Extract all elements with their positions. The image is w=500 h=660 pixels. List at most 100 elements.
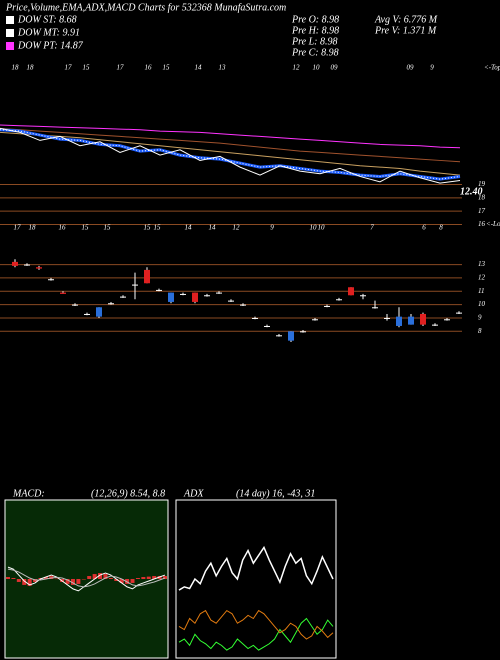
indicator-line: [178, 609, 334, 640]
histogram-bar: [65, 579, 70, 584]
date-label: 18: [12, 64, 20, 72]
ema-line: [0, 131, 461, 176]
candle-body: [360, 295, 366, 297]
candle-body: [72, 304, 78, 306]
lows-label: <-Lows: [486, 220, 500, 228]
candle-body: [456, 312, 462, 314]
candle-body: [60, 292, 66, 294]
histogram-bar: [103, 574, 108, 579]
ema-line-dots: [0, 129, 461, 180]
indicator-line: [178, 617, 334, 651]
title: Price,Volume,EMA,ADX,MACD Charts for 532…: [5, 2, 286, 13]
legend-label: DOW ST: 8.68: [17, 14, 77, 25]
panel-params: (12,26,9) 8.54, 8.8: [91, 488, 165, 499]
candle-body: [36, 267, 42, 269]
indicator-line: [178, 545, 334, 591]
histogram-bar: [87, 576, 92, 579]
stat: Avg V: 6.776 M: [374, 14, 438, 25]
candle-body: [132, 284, 138, 286]
candle-body: [84, 313, 90, 315]
y-tick-label: 19: [478, 180, 486, 188]
legend-label: DOW MT: 9.91: [17, 27, 80, 38]
date-label: 09: [331, 64, 339, 72]
candle-body: [336, 299, 342, 301]
candle-body: [204, 295, 210, 297]
histogram-bar: [81, 579, 86, 580]
date-label: 16: [59, 224, 67, 232]
candle-body: [24, 264, 30, 266]
candle-body: [240, 304, 246, 306]
ema-line: [0, 124, 461, 149]
date-label: 9: [430, 64, 434, 72]
candle-body: [12, 261, 18, 266]
stat: Pre H: 8.98: [291, 25, 339, 36]
date-label: 7: [370, 224, 374, 232]
histogram-bar: [146, 576, 151, 579]
candle-body: [288, 331, 294, 341]
date-label: 12: [233, 224, 241, 232]
y-tick-label: 12: [478, 274, 486, 282]
y-tick-label: 17: [478, 207, 486, 215]
histogram-bar: [16, 579, 21, 582]
candle-body: [372, 307, 378, 309]
y-tick-label: 13: [478, 260, 486, 268]
legend-swatch: [6, 16, 14, 24]
candle-body: [144, 269, 150, 284]
y-tick-label: 11: [478, 287, 484, 295]
candle-body: [420, 313, 426, 325]
candle-body: [216, 292, 222, 294]
candle-body: [432, 324, 438, 326]
histogram-bar: [152, 576, 157, 579]
histogram-bar: [76, 579, 81, 584]
candle-body: [276, 335, 282, 337]
candle-body: [312, 319, 318, 321]
histogram-bar: [98, 573, 103, 579]
y-tick-label: 18: [478, 193, 486, 201]
panel-title: ADX: [183, 488, 204, 499]
histogram-bar: [108, 578, 113, 579]
candle-body: [384, 317, 390, 319]
date-label: 15: [83, 64, 91, 72]
date-label: 17: [65, 64, 73, 72]
date-label: 15: [163, 64, 171, 72]
date-label: 17: [14, 224, 22, 232]
y-tick-label: 8: [478, 327, 482, 335]
y-tick-label: 9: [478, 314, 482, 322]
histogram-bar: [11, 578, 16, 579]
histogram-bar: [43, 577, 48, 579]
candle-body: [108, 303, 114, 305]
ema-line: [0, 127, 461, 184]
date-label: 14: [195, 64, 203, 72]
candle-body: [96, 307, 102, 317]
candle-body: [348, 287, 354, 296]
stat: Pre O: 8.98: [291, 14, 339, 25]
panel: [175, 499, 337, 659]
candle-body: [396, 316, 402, 326]
date-label: 9: [270, 224, 274, 232]
candle-body: [48, 279, 54, 281]
legend-swatch: [6, 29, 14, 37]
candle-body: [252, 317, 258, 319]
stat: Pre L: 8.98: [291, 36, 337, 47]
histogram-bar: [114, 579, 119, 581]
candle-body: [408, 316, 414, 325]
candle-body: [324, 305, 330, 307]
indicator-line: [7, 566, 166, 592]
histogram-bar: [6, 577, 10, 579]
y-tick-label: 10: [478, 300, 486, 308]
date-label: 15: [144, 224, 152, 232]
candle-body: [228, 300, 234, 302]
stat: Pre V: 1.371 M: [374, 25, 437, 36]
date-label: 16: [145, 64, 153, 72]
candle-body: [156, 289, 162, 291]
date-label: 15: [104, 224, 112, 232]
legend-label: DOW PT: 14.87: [17, 40, 84, 51]
y-tick-label: 16: [478, 220, 486, 228]
candle-body: [192, 292, 198, 302]
histogram-bar: [70, 579, 75, 585]
histogram-bar: [54, 578, 59, 580]
legend-swatch: [6, 42, 14, 50]
ema-line: [0, 127, 461, 163]
